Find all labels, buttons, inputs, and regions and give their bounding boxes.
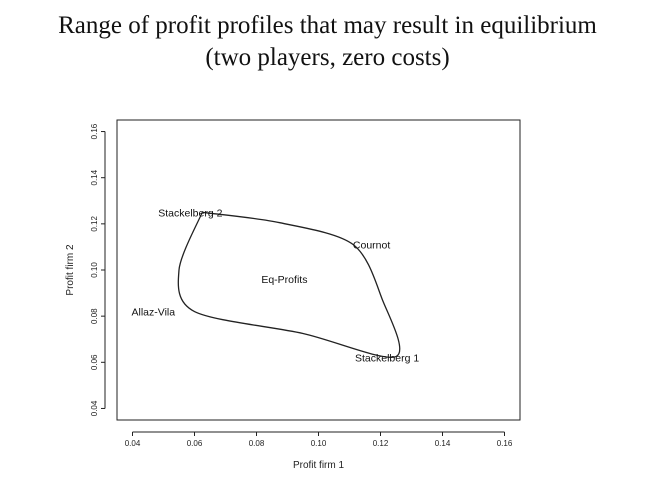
chart-title-line-2: (two players, zero costs) bbox=[205, 44, 450, 71]
y-tick-label: 0.14 bbox=[90, 169, 99, 185]
region-annotation: Eq-Profits bbox=[261, 274, 307, 286]
x-tick-label: 0.16 bbox=[497, 439, 513, 448]
y-tick-label: 0.04 bbox=[90, 400, 99, 416]
y-axis-label: Profit firm 2 bbox=[65, 244, 76, 296]
point-label-stackelberg-2: Stackelberg 2 bbox=[158, 207, 222, 219]
point-label-allaz-vila: Allaz-Vila bbox=[132, 307, 176, 319]
x-axis: 0.04 0.06 0.08 0.10 0.12 0.14 0.16 bbox=[125, 431, 513, 448]
x-tick-label: 0.14 bbox=[435, 439, 451, 448]
y-tick-label: 0.06 bbox=[90, 354, 99, 370]
x-tick-label: 0.10 bbox=[311, 439, 327, 448]
annotations: Eq-Profits bbox=[261, 274, 307, 286]
chart-title-line-1: Range of profit profiles that may result… bbox=[58, 12, 597, 39]
x-tick-label: 0.04 bbox=[125, 439, 141, 448]
x-tick-label: 0.06 bbox=[187, 439, 203, 448]
y-tick-label: 0.10 bbox=[90, 262, 99, 278]
plot-frame bbox=[116, 119, 521, 421]
x-axis-label: Profit firm 1 bbox=[293, 460, 345, 471]
x-tick-label: 0.12 bbox=[373, 439, 389, 448]
equilibrium-region-boundary bbox=[177, 211, 401, 358]
y-axis: 0.04 0.06 0.08 0.10 0.12 0.14 0.16 bbox=[90, 123, 106, 416]
point-label-stackelberg-1: Stackelberg 1 bbox=[355, 353, 419, 365]
y-tick-label: 0.08 bbox=[90, 308, 99, 324]
x-tick-label: 0.08 bbox=[249, 439, 265, 448]
y-tick-label: 0.16 bbox=[90, 123, 99, 139]
y-tick-label: 0.12 bbox=[90, 216, 99, 232]
point-label-cournot: Cournot bbox=[353, 239, 390, 251]
title-block: Range of profit profiles that may result… bbox=[0, 10, 655, 74]
point-labels: Stackelberg 2 Cournot Allaz-Vila Stackelber… bbox=[132, 207, 420, 364]
